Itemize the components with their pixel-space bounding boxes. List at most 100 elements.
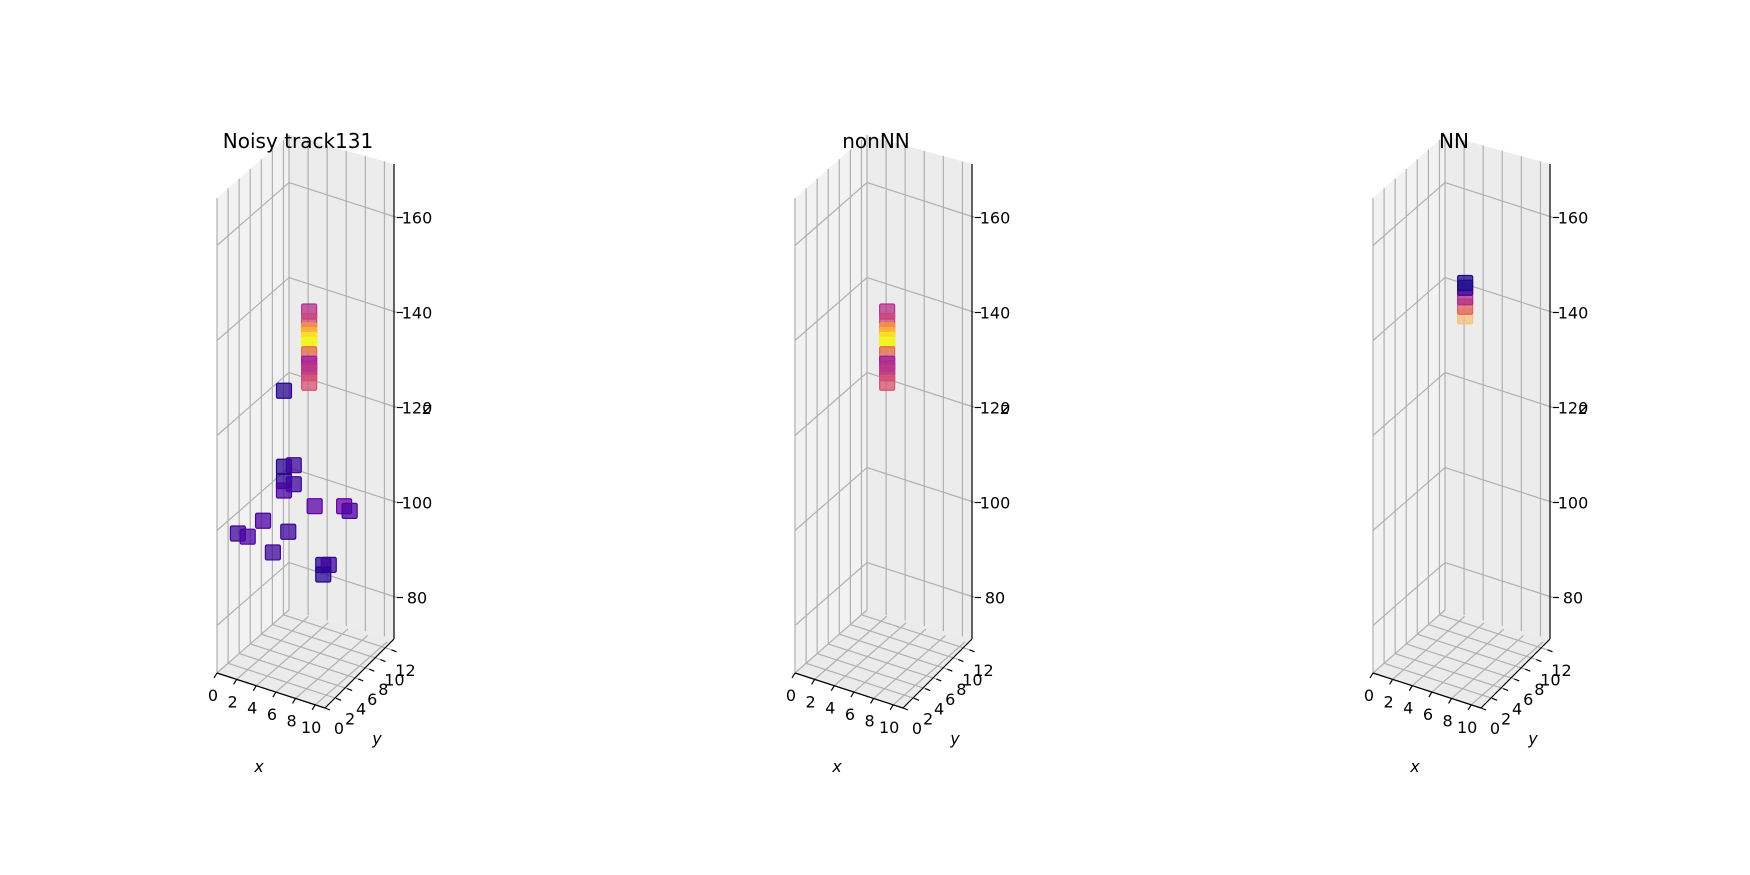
x-tick-label: 4 <box>825 699 835 718</box>
grid-floor-y <box>1417 633 1526 670</box>
x-tick-mark <box>1428 691 1433 698</box>
y-tick-label: 12 <box>1551 661 1571 680</box>
x-tick-mark <box>213 672 218 679</box>
x-tick-label: 0 <box>786 686 796 705</box>
x-axis-label: x <box>831 757 842 776</box>
y-tick-label: 6 <box>1523 690 1533 709</box>
grid-floor-y <box>850 623 959 661</box>
grid-floor-y <box>805 662 915 699</box>
x-tick-label: 0 <box>1364 686 1374 705</box>
grid-floor-x <box>814 615 888 680</box>
grid-z <box>1372 561 1554 626</box>
grid-z <box>1372 466 1554 531</box>
z-tick-label: 80 <box>1563 589 1583 608</box>
x-tick-label: 2 <box>806 692 816 711</box>
data-point <box>301 374 318 391</box>
x-tick-mark <box>1408 685 1413 692</box>
x-tick-mark <box>1389 679 1394 685</box>
y-tick-label: 6 <box>945 690 955 709</box>
z-tick-label: 120 <box>402 399 433 418</box>
grid-floor-x <box>314 641 388 706</box>
grid-floor-x <box>794 609 868 674</box>
grid-floor-y <box>1394 653 1504 690</box>
data-point <box>315 566 332 583</box>
y-tick-mark <box>1547 649 1553 653</box>
grid-floor-x <box>833 622 907 687</box>
data-point <box>254 512 272 529</box>
y-tick-mark <box>369 668 375 672</box>
x-axis-label: x <box>1409 757 1420 776</box>
z-axis-label: z <box>422 399 432 418</box>
data-point <box>264 544 281 561</box>
y-tick-mark <box>924 688 931 692</box>
x-tick-mark <box>889 704 894 711</box>
x-tick-mark <box>311 704 316 711</box>
x-tick-label: 6 <box>267 705 277 724</box>
grid-z <box>1372 276 1554 341</box>
y-axis-label: y <box>1527 729 1538 748</box>
data-point <box>285 457 302 474</box>
back-pane-right <box>1445 135 1550 639</box>
x-tick-mark <box>811 679 816 685</box>
y-tick-mark <box>380 658 386 663</box>
grid-z <box>216 561 398 626</box>
grid-floor-x <box>1372 609 1446 674</box>
grid-z <box>1372 371 1554 436</box>
y-tick-mark <box>346 688 353 692</box>
grid-floor-y <box>272 623 381 661</box>
data-point <box>879 374 896 391</box>
data-point <box>306 498 323 515</box>
y-tick-label: 4 <box>356 700 366 719</box>
z-tick-label: 100 <box>980 494 1011 513</box>
grid-floor-x <box>216 609 290 674</box>
grid-floor-y <box>816 653 926 690</box>
z-axis-label: z <box>1000 399 1010 418</box>
y-tick-label: 8 <box>1534 680 1544 699</box>
x-tick-label: 4 <box>1403 699 1413 718</box>
x-tick-mark <box>830 685 835 692</box>
grid-floor-y <box>1428 623 1537 661</box>
x-tick-label: 8 <box>1442 711 1452 730</box>
grid-z <box>794 561 976 626</box>
x-axis-line <box>216 672 326 709</box>
x-tick-label: 0 <box>208 686 218 705</box>
grid-floor-x <box>1392 615 1466 680</box>
grid-floor-y <box>1406 643 1515 680</box>
y-tick-label: 12 <box>395 661 415 680</box>
x-axis-label: x <box>253 757 264 776</box>
grid-z <box>1372 181 1554 246</box>
x-axis-line <box>794 672 904 709</box>
data-point <box>1457 274 1474 292</box>
grid-floor-x <box>1431 628 1505 693</box>
data-point <box>239 528 256 545</box>
x-tick-label: 10 <box>301 718 321 737</box>
y-axis-line <box>1480 638 1551 709</box>
grid-z <box>794 276 976 341</box>
x-tick-mark <box>791 672 796 679</box>
data-point <box>341 502 358 519</box>
y-tick-mark <box>969 649 975 653</box>
y-tick-label: 0 <box>334 719 344 738</box>
x-tick-label: 6 <box>1423 705 1433 724</box>
x-tick-label: 2 <box>228 692 238 711</box>
y-tick-mark <box>335 697 342 701</box>
y-tick-mark <box>358 678 364 682</box>
y-tick-label: 8 <box>378 680 388 699</box>
y-axis-line <box>324 638 395 709</box>
y-tick-label: 10 <box>1540 671 1560 690</box>
x-tick-mark <box>1369 672 1374 679</box>
x-tick-mark <box>292 698 297 704</box>
grid-floor-y <box>238 653 348 690</box>
x-tick-mark <box>252 685 257 692</box>
grid-z <box>216 276 398 341</box>
grid-floor-y <box>1383 662 1493 699</box>
z-axis-label: z <box>1578 399 1588 418</box>
y-axis-line <box>902 638 973 709</box>
y-tick-label: 0 <box>912 719 922 738</box>
grid-floor-y <box>261 633 370 670</box>
z-tick-label: 80 <box>985 589 1005 608</box>
z-tick-label: 140 <box>980 304 1011 323</box>
